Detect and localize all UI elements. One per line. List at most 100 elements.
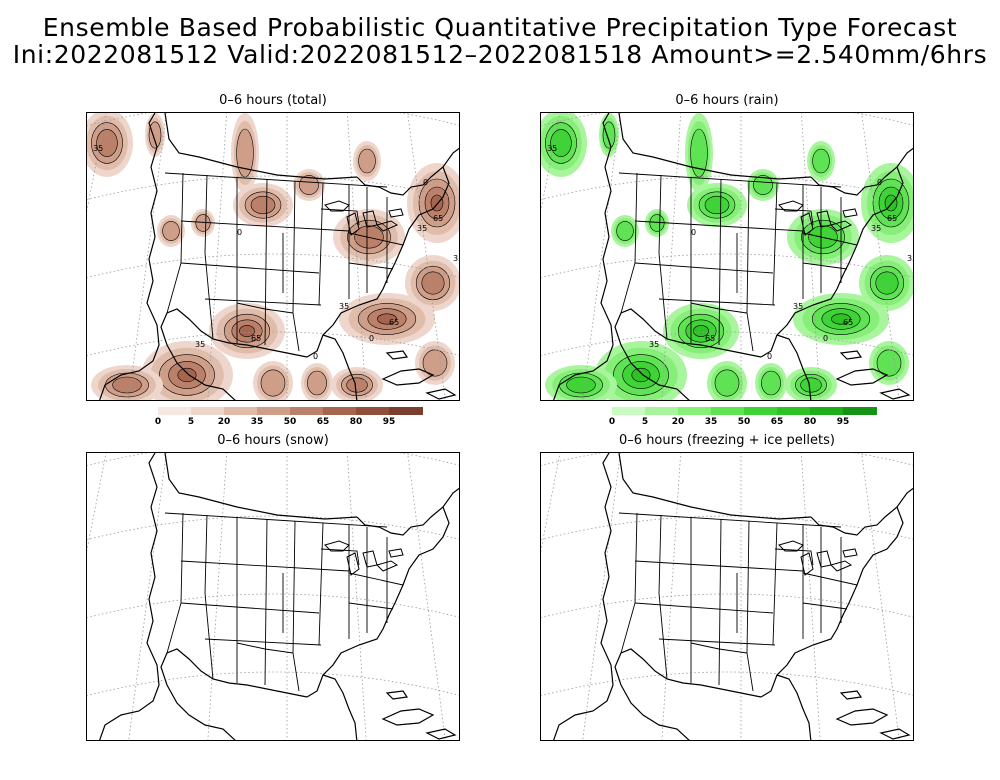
legend-label: 20 (217, 417, 231, 427)
state-border (320, 208, 360, 226)
state-border (802, 262, 848, 270)
legend-label: 65 (316, 417, 330, 427)
probability-area (631, 367, 651, 383)
contour-label: 65 (843, 318, 853, 327)
coastline-segment (776, 334, 812, 400)
lake (830, 220, 853, 232)
state-border (802, 232, 858, 246)
great-lakes (778, 540, 858, 576)
contour-label: 0 (423, 178, 428, 187)
legend-swatch (323, 407, 357, 415)
probability-area (602, 121, 616, 149)
latitude-line (541, 453, 913, 467)
panel-title-total: 0–6 hours (total) (219, 93, 327, 108)
legend-label: 0 (608, 417, 616, 427)
probability-area (260, 369, 286, 397)
state-border (774, 548, 814, 566)
probability-area (162, 221, 180, 241)
legend-swatch (290, 407, 324, 415)
coastline-segment (614, 308, 762, 400)
state-border (690, 642, 748, 654)
coastline-segment (425, 388, 457, 400)
legend-label: 20 (671, 417, 685, 427)
longitude-line (207, 453, 228, 740)
coastline-segment (810, 487, 913, 536)
coastline-segment (839, 690, 863, 700)
contour-label: 65 (389, 318, 399, 327)
state-border (164, 512, 388, 528)
legend-swatch (678, 407, 712, 415)
coastline-segment (99, 113, 160, 400)
legend-label: 80 (803, 417, 817, 427)
probability-area (358, 148, 376, 174)
panel-title-rain: 0–6 hours (rain) (675, 93, 779, 108)
probability-area (112, 376, 142, 394)
legend-label: 5 (187, 417, 195, 427)
latitude-line (541, 331, 913, 357)
forecast-title: Ensemble Based Probabilistic Quantitativ… (42, 13, 958, 42)
contour-label: 35 (547, 144, 557, 153)
legend-swatch (158, 407, 192, 415)
state-border (166, 512, 184, 654)
coastline-segment (385, 690, 409, 700)
contour-labels: 35 35 65 65 65 35 35 35 0 0 0 0 (547, 144, 914, 361)
coastline-segment (160, 648, 308, 740)
coastline-segment (618, 113, 812, 180)
contour-label: 65 (433, 214, 443, 223)
longitude-line (346, 453, 367, 740)
longitude-line (407, 453, 446, 740)
probability-area (307, 370, 327, 396)
state-border (618, 512, 842, 528)
state-border (180, 602, 320, 614)
state-border (180, 220, 350, 232)
coastline (553, 453, 913, 740)
coastline-segment (879, 388, 911, 400)
great-lakes (324, 200, 404, 236)
great-lakes (778, 200, 858, 236)
legend-label: 35 (704, 417, 718, 427)
coastline-segment (776, 674, 812, 740)
probability-area (177, 367, 197, 383)
probability-area (250, 195, 276, 215)
probability-area (377, 313, 397, 325)
coastline-segment (381, 708, 435, 726)
state-border (236, 642, 294, 654)
coastline-segment (839, 350, 863, 360)
state-border (634, 262, 774, 274)
legend-swatch (645, 407, 679, 415)
contour-label: 65 (251, 334, 261, 343)
probability-area (239, 325, 255, 337)
contour-label: 35 (453, 254, 460, 263)
state-border (348, 602, 394, 610)
legend-swatch (810, 407, 844, 415)
coastline-segment (322, 674, 358, 740)
lake (362, 550, 378, 568)
probability-area (875, 271, 899, 295)
latitude-line (87, 175, 459, 201)
longitude-line (861, 113, 900, 400)
state-border (658, 638, 776, 646)
legend-label: 95 (836, 417, 850, 427)
political-borders (164, 512, 404, 692)
longitude-line (800, 113, 821, 400)
lake (842, 208, 858, 218)
latitude-line (541, 253, 913, 279)
contour-label: 35 (907, 254, 914, 263)
legend-swatch (224, 407, 258, 415)
probability-area (812, 148, 830, 174)
probability-area (876, 349, 902, 377)
legend-total: 0 5 20 35 50 65 80 95 (155, 407, 423, 431)
longitude-line (128, 453, 167, 740)
longitude-line (207, 113, 228, 400)
coastline-segment (306, 506, 450, 698)
legend-swatch (191, 407, 225, 415)
state-border (658, 298, 776, 306)
legend-swatch (777, 407, 811, 415)
probability-area (236, 128, 254, 178)
latitude-line (87, 453, 459, 467)
latitude-line (541, 593, 913, 619)
latitude-line (87, 113, 459, 127)
contour-label: 65 (705, 334, 715, 343)
state-border (802, 572, 858, 586)
map-svg-snow (87, 453, 459, 740)
